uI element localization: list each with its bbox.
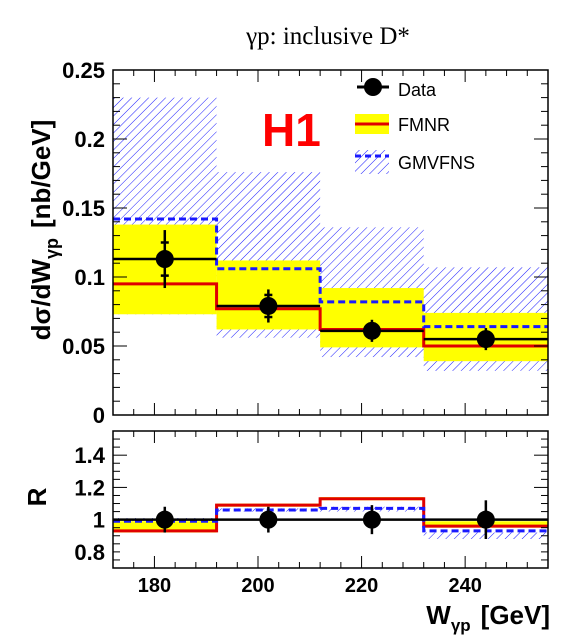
top-gmvfns-step bbox=[113, 217, 548, 329]
top-ylabel-unit: [nb/GeV] bbox=[26, 120, 56, 228]
bottom-y-tick-label: 1.4 bbox=[74, 443, 105, 468]
top-frame bbox=[112, 69, 549, 416]
top-ylabel-main: dσ/dW bbox=[26, 259, 56, 341]
top-ylabel-sub: γp bbox=[42, 238, 62, 259]
bottom-xlabel-main: W bbox=[426, 600, 451, 630]
data-point bbox=[259, 296, 278, 315]
legend-fmnr-label: FMNR bbox=[398, 115, 450, 135]
top-y-tick-label: 0.15 bbox=[62, 196, 105, 221]
legend-gmvfns-swatch bbox=[355, 150, 389, 174]
data-point bbox=[155, 250, 174, 269]
x-tick-label: 240 bbox=[448, 575, 481, 597]
h1-logo: H1 bbox=[262, 104, 321, 156]
top-ylabel: dσ/dWγp [nb/GeV] bbox=[26, 120, 62, 341]
bottom-y-tick-label: 0.8 bbox=[74, 540, 105, 565]
fmnr-line bbox=[113, 282, 548, 348]
legend: Data FMNR GMVFNS bbox=[355, 78, 475, 174]
bottom-y-tick-label: 1 bbox=[93, 508, 105, 533]
bottom-y-tick-label: 1.2 bbox=[74, 475, 105, 500]
chart-title: γp: inclusive D* bbox=[245, 23, 410, 50]
bottom-axes: 0.8 1 1.2 1.4 180 200 220 240 bbox=[74, 430, 549, 597]
legend-data-label: Data bbox=[398, 80, 437, 100]
bottom-xlabel-sub: γp bbox=[451, 616, 471, 635]
top-fmnr-step bbox=[113, 282, 548, 348]
top-y-tick-label: 0.05 bbox=[62, 334, 105, 359]
top-axes: 0 0.05 0.1 0.15 0.2 0.25 bbox=[62, 58, 549, 428]
top-y-tick-label: 0.25 bbox=[62, 58, 105, 83]
data-point bbox=[476, 330, 495, 349]
data-point bbox=[362, 321, 381, 340]
ratio-data-point bbox=[476, 510, 495, 529]
ratio-data-point bbox=[362, 510, 381, 529]
ratio-data-point bbox=[259, 510, 278, 529]
legend-gmvfns-label: GMVFNS bbox=[398, 153, 475, 173]
x-tick-label: 180 bbox=[138, 575, 171, 597]
ratio-data-point bbox=[155, 510, 174, 529]
bottom-ylabel: R bbox=[22, 487, 52, 506]
legend-data-marker bbox=[364, 78, 382, 96]
top-y-tick-label: 0 bbox=[93, 403, 105, 428]
ratio-data-points bbox=[113, 500, 548, 539]
bottom-frame bbox=[112, 430, 549, 569]
gmvfns-line bbox=[113, 217, 548, 329]
data-points bbox=[113, 230, 548, 351]
top-y-tick-label: 0.2 bbox=[74, 127, 105, 152]
x-tick-label: 220 bbox=[345, 575, 378, 597]
bottom-xlabel: Wγp [GeV] bbox=[426, 600, 550, 635]
bottom-xlabel-unit: [GeV] bbox=[481, 600, 550, 630]
x-tick-label: 200 bbox=[241, 575, 274, 597]
top-y-tick-label: 0.1 bbox=[74, 265, 105, 290]
